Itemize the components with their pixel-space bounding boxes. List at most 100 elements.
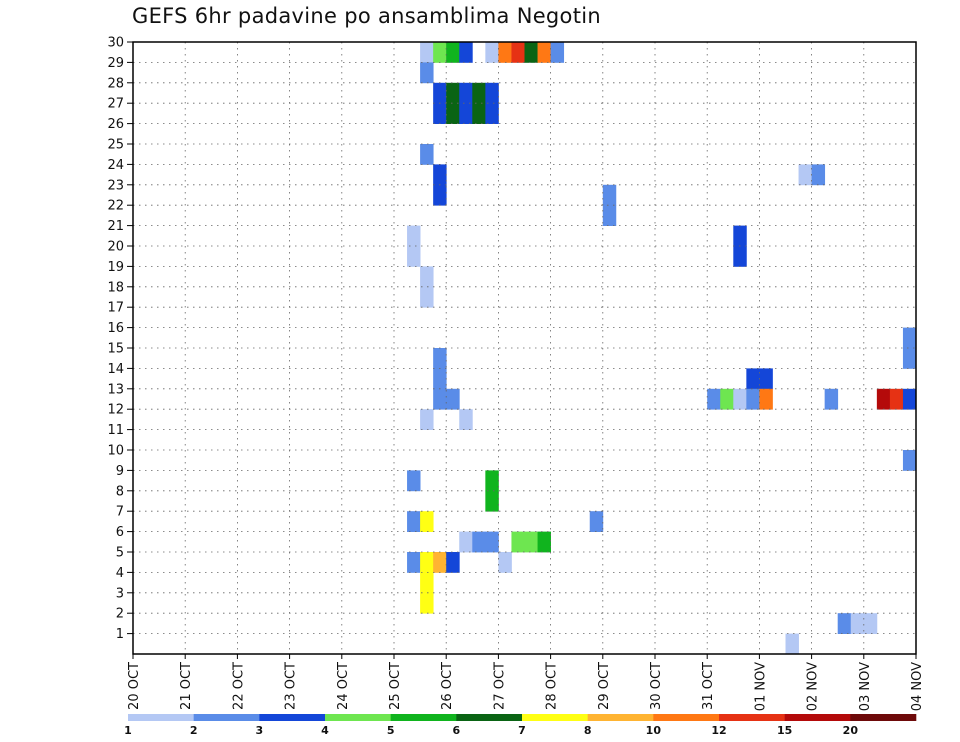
heatmap-cell <box>537 42 551 63</box>
heatmap-cell <box>420 62 434 84</box>
heatmap-cell <box>602 184 617 206</box>
heatmap-cell <box>485 103 499 124</box>
x-tick-label: 31 OCT <box>701 662 716 710</box>
heatmap-cell <box>433 164 447 186</box>
heatmap-cell <box>524 42 538 63</box>
legend-label: 3 <box>256 724 264 737</box>
y-tick-label: 12 <box>107 403 124 418</box>
x-tick-label: 01 NOV <box>753 662 768 711</box>
heatmap-cell <box>785 633 799 655</box>
y-tick-label: 19 <box>107 260 124 275</box>
heatmap-cell <box>433 184 447 206</box>
y-tick-label: 9 <box>116 464 124 479</box>
legend-swatch <box>193 714 260 721</box>
y-tick-label: 25 <box>107 138 124 153</box>
legend-swatch <box>850 714 917 721</box>
heatmap-cell <box>733 388 747 410</box>
y-tick-label: 18 <box>107 280 124 295</box>
y-tick-label: 26 <box>107 117 124 132</box>
heatmap-cell <box>433 368 447 390</box>
heatmap-cell <box>433 388 447 410</box>
heatmap-cell <box>902 388 917 410</box>
heatmap-cell <box>485 470 499 492</box>
legend-label: 20 <box>843 724 859 737</box>
legend-swatch <box>784 714 851 721</box>
x-tick-label: 25 OCT <box>388 662 403 710</box>
heatmap-cell <box>433 348 447 369</box>
x-tick-label: 03 NOV <box>858 662 873 711</box>
y-tick-label: 15 <box>107 342 124 357</box>
y-tick-label: 14 <box>107 362 124 377</box>
heatmap-cell <box>824 388 839 410</box>
heatmap-cell <box>589 511 604 532</box>
x-tick-label: 28 OCT <box>545 662 560 710</box>
heatmap-cell <box>524 531 538 553</box>
heatmap-cell <box>602 205 617 226</box>
heatmap-cell <box>459 409 473 430</box>
y-tick-label: 1 <box>116 627 124 642</box>
y-tick-label: 13 <box>107 382 124 397</box>
y-tick-label: 23 <box>107 178 124 193</box>
heatmap-cell <box>863 613 878 634</box>
legend-label: 7 <box>518 724 526 737</box>
heatmap-cell <box>459 531 473 553</box>
legend-swatch <box>587 714 654 721</box>
heatmap-cell <box>459 82 473 104</box>
heatmap-cell <box>446 388 460 410</box>
heatmap-cell <box>407 552 421 573</box>
heatmap-cell <box>485 82 499 104</box>
chart-title: GEFS 6hr padavine po ansamblima Negotin <box>132 4 601 28</box>
heatmap-cell <box>733 246 747 267</box>
heatmap-cell <box>511 531 525 553</box>
y-tick-label: 17 <box>107 301 124 316</box>
heatmap-cell <box>485 490 499 512</box>
heatmap-cell <box>407 225 421 247</box>
y-tick-label: 21 <box>107 219 124 234</box>
heatmap-cell <box>746 388 760 410</box>
heatmap-cell <box>746 368 760 390</box>
heatmap-cell <box>420 511 434 532</box>
heatmap-cell <box>446 552 460 573</box>
y-tick-label: 28 <box>107 76 124 91</box>
legend-label: 5 <box>387 724 395 737</box>
heatmap-cell <box>433 82 447 104</box>
x-tick-label: 27 OCT <box>492 662 507 710</box>
y-tick-label: 20 <box>107 240 124 255</box>
y-axis-ticks: 1234567891011121314151617181920212223242… <box>107 36 133 642</box>
y-tick-label: 27 <box>107 97 124 112</box>
y-tick-label: 11 <box>107 423 124 438</box>
x-tick-label: 23 OCT <box>284 662 299 710</box>
legend-label: 6 <box>453 724 461 737</box>
legend-swatch <box>653 714 720 721</box>
heatmap-cell <box>733 225 747 247</box>
heatmap-cell <box>759 368 773 390</box>
legend-label: 2 <box>190 724 198 737</box>
legend-label: 1 <box>124 724 132 737</box>
heatmap-cell <box>537 531 551 553</box>
y-tick-label: 8 <box>116 484 124 499</box>
heatmap-cell <box>472 531 486 553</box>
heatmap-cell <box>811 164 826 186</box>
y-tick-label: 16 <box>107 321 124 336</box>
heatmap-cell <box>446 82 460 104</box>
heatmap-cell <box>707 388 721 410</box>
heatmap-cell <box>511 42 525 63</box>
x-tick-label: 04 NOV <box>910 662 925 711</box>
legend-label: 4 <box>321 724 329 737</box>
heatmap-cell <box>420 144 434 165</box>
y-tick-label: 6 <box>116 525 124 540</box>
heatmap-cell <box>446 42 460 63</box>
heatmap-cell <box>420 592 434 614</box>
y-tick-label: 22 <box>107 199 124 214</box>
legend-label: 12 <box>711 724 726 737</box>
heatmap-cell <box>433 552 447 573</box>
y-tick-label: 4 <box>116 566 124 581</box>
heatmap-cell <box>459 103 473 124</box>
heatmap-cell <box>485 42 499 63</box>
heatmap-cell <box>407 246 421 267</box>
legend-swatch <box>128 714 194 721</box>
heatmap-cell <box>720 388 734 410</box>
heatmap-cell <box>446 103 460 124</box>
y-tick-label: 7 <box>116 505 124 520</box>
